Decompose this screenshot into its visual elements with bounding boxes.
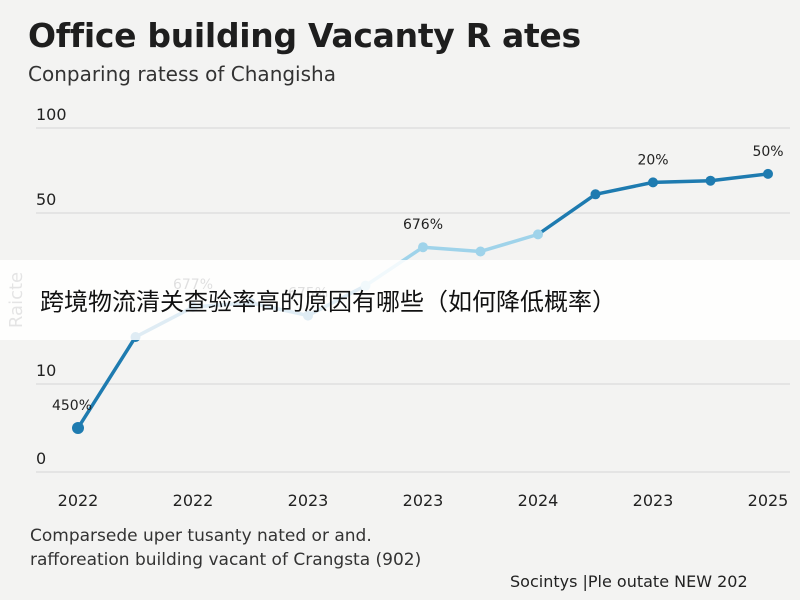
series-segment-7 (478, 232, 540, 254)
series-segment-6 (421, 245, 483, 254)
data-label-0: 450% (52, 398, 92, 414)
x-tick-label-3: 2023 (403, 491, 444, 510)
chart-title: Office building Vacanty R ates (28, 16, 581, 55)
data-point-12 (763, 168, 773, 179)
series-segment-11 (708, 172, 770, 183)
x-tick-label-1: 2022 (173, 491, 214, 510)
data-label-3: 676% (403, 217, 443, 233)
overlay-banner: 跨境物流清关查验率高的原因有哪些（如何降低概率） (0, 260, 800, 340)
series-segment-0 (76, 335, 138, 430)
footnote-line-2: rafforeation building vacant of Crangsta… (30, 550, 422, 570)
data-point-6 (418, 242, 428, 253)
data-point-8 (533, 229, 543, 240)
series-segment-8 (536, 192, 598, 237)
data-label-5: 50% (752, 144, 783, 160)
data-point-10 (648, 177, 658, 188)
y-tick-label-0: 0 (36, 449, 46, 468)
y-tick-label-2: 50 (36, 190, 56, 209)
x-tick-label-4: 2024 (518, 491, 559, 510)
data-point-0 (72, 422, 84, 434)
data-point-11 (705, 175, 716, 186)
y-tick-label-3: 100 (36, 105, 67, 124)
x-tick-label-2: 2023 (288, 491, 329, 510)
x-tick-label-6: 2025 (748, 491, 789, 510)
x-tick-label-0: 2022 (58, 491, 99, 510)
source-note: Socintys |Ple outate NEW 202 (510, 572, 748, 591)
data-point-9 (590, 189, 601, 200)
chart-subtitle: Conparing ratess of Changisha (28, 62, 336, 86)
data-label-4: 20% (637, 152, 668, 168)
banner-text: 跨境物流清关查验率高的原因有哪些（如何降低概率） (40, 288, 616, 316)
y-tick-label-1: 10 (36, 361, 56, 380)
series-segment-10 (651, 178, 713, 185)
data-point-7 (475, 246, 486, 257)
footnote-line-1: Comparsede uper tusanty nated or and. (30, 526, 372, 546)
series-segment-9 (593, 180, 655, 197)
chart-footnote: Comparsede uper tusanty nated or and. ra… (30, 524, 421, 572)
x-tick-label-5: 2023 (633, 491, 674, 510)
